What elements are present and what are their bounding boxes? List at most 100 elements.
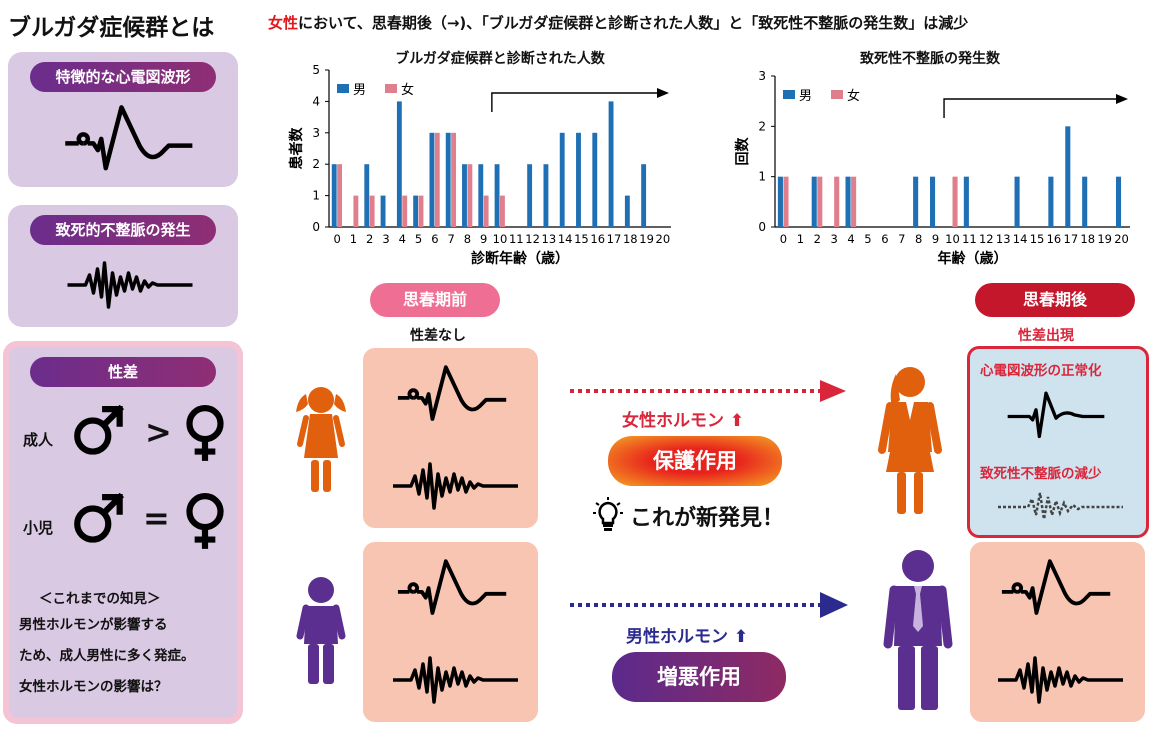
male-dotted-arrow [570, 592, 848, 618]
x-axis-label: 診断年齢（歳） [471, 250, 569, 267]
x-tick-label: 0 [333, 232, 340, 246]
male-hormone-text: 男性ホルモン [626, 627, 728, 647]
ecg-waveform-icon [396, 365, 509, 421]
x-tick-label: 8 [915, 232, 922, 246]
male-symbol-icon [74, 493, 126, 553]
x-tick-label: 12 [979, 232, 994, 246]
chart-title-diagnosis: ブルガダ症候群と診断された人数 [395, 51, 605, 67]
x-tick-label: 13 [996, 232, 1011, 246]
bar-female [402, 195, 408, 227]
x-tick-label: 1 [350, 232, 357, 246]
postpuberty-label: 思春期後 [975, 283, 1135, 317]
up-arrow-icon: ⬆ [733, 627, 749, 647]
man-icon [883, 550, 953, 710]
knowledge-line: 男性ホルモンが影響する [19, 617, 168, 633]
x-tick-label: 8 [464, 232, 471, 246]
x-tick-label: 5 [864, 232, 871, 246]
bar-female [783, 176, 789, 227]
x-tick-label: 16 [590, 232, 605, 246]
x-tick-label: 13 [542, 232, 557, 246]
y-tick-label: 0 [312, 220, 320, 234]
bar-male [1014, 176, 1020, 227]
ecg-waveform-icon [396, 559, 509, 615]
female-symbol-icon [184, 493, 226, 553]
adult-relation: > [145, 413, 172, 451]
bar-male [811, 176, 817, 227]
bar-female [451, 132, 457, 227]
arrhythmia-waveform-icon [65, 261, 195, 309]
bar-female [353, 195, 359, 227]
bar-male [380, 195, 386, 227]
x-tick-label: 16 [1047, 232, 1062, 246]
bar-female [851, 176, 857, 227]
bar-male [364, 164, 370, 227]
sex-difference-box: 性差 成人 > 小児 = ＜これまでの知見＞ 男性ホルモンが影響する ため、成人… [3, 341, 243, 724]
lightbulb-icon [593, 497, 623, 531]
bar-male [592, 132, 598, 227]
bar-male [963, 176, 969, 227]
x-tick-label: 14 [558, 232, 573, 246]
male-hormone-label: 男性ホルモン ⬆ [626, 622, 748, 647]
legend-label: 女 [401, 82, 414, 98]
chart-title-arrhythmia: 致死性不整脈の発生数 [860, 51, 1000, 67]
x-tick-label: 7 [898, 232, 905, 246]
x-tick-label: 5 [415, 232, 422, 246]
summary-rest: において、思春期後（→)、「ブルガダ症候群と診断された人数」と「致死性不整脈の発… [298, 14, 969, 32]
legend-label: 男 [353, 83, 366, 98]
x-tick-label: 14 [1013, 232, 1028, 246]
bar-male [331, 164, 337, 227]
bar-male [1082, 176, 1088, 227]
bar-female [952, 176, 958, 227]
boy-icon [296, 577, 346, 684]
x-tick-label: 15 [1030, 232, 1045, 246]
legend-label: 男 [799, 89, 812, 104]
y-axis-label: 患者数 [288, 127, 305, 170]
female-postpuberty-box: 心電図波形の正常化 致死性不整脈の減少 [967, 346, 1149, 538]
legend-swatch [783, 90, 795, 99]
summary-text: 女性において、思春期後（→)、「ブルガダ症候群と診断された人数」と「致死性不整脈… [268, 12, 968, 33]
aggravating-effect-label: 増悪作用 [612, 652, 786, 702]
no-sex-difference-note: 性差なし [410, 328, 466, 344]
x-tick-label: 0 [780, 232, 787, 246]
y-tick-label: 2 [312, 157, 320, 171]
puberty-arrow-head [1116, 94, 1128, 104]
normalized-ecg-icon [1007, 391, 1105, 439]
female-symbol-icon [184, 405, 226, 465]
legend-swatch [831, 90, 843, 99]
ecg-normalization-label: 心電図波形の正常化 [980, 363, 1102, 379]
arrhythmia-label: 致死的不整脈の発生 [30, 215, 216, 245]
arrhythmia-waveform-icon [393, 656, 518, 704]
bar-female [483, 195, 489, 227]
bar-male [478, 164, 484, 227]
sex-difference-appears-note: 性差出現 [1018, 328, 1074, 344]
x-tick-label: 20 [1114, 232, 1129, 246]
x-tick-label: 20 [656, 232, 671, 246]
ecg-waveform-icon [1000, 559, 1113, 615]
girl-icon [296, 387, 346, 492]
y-tick-label: 3 [312, 126, 320, 140]
legend-swatch [337, 84, 349, 93]
x-tick-label: 2 [814, 232, 821, 246]
male-symbol-icon [74, 405, 126, 465]
bar-male [494, 164, 500, 227]
x-tick-label: 10 [945, 232, 960, 246]
arrhythmia-box: 致死的不整脈の発生 [8, 205, 238, 327]
arrhythmia-decrease-label: 致死性不整脈の減少 [980, 466, 1102, 482]
female-hormone-label: 女性ホルモン ⬆ [622, 406, 744, 431]
x-tick-label: 18 [1080, 232, 1095, 246]
arrhythmia-waveform-icon [998, 656, 1123, 704]
x-tick-label: 1 [797, 232, 804, 246]
x-tick-label: 10 [493, 232, 508, 246]
bar-male [462, 164, 467, 227]
x-tick-label: 12 [525, 232, 540, 246]
bar-male [608, 101, 614, 227]
bar-male [413, 195, 419, 227]
y-tick-label: 4 [312, 94, 320, 108]
x-tick-label: 11 [962, 232, 977, 246]
bar-male [845, 176, 851, 227]
x-tick-label: 15 [574, 232, 589, 246]
bar-female [834, 176, 840, 227]
puberty-arrow-line [943, 98, 1118, 118]
